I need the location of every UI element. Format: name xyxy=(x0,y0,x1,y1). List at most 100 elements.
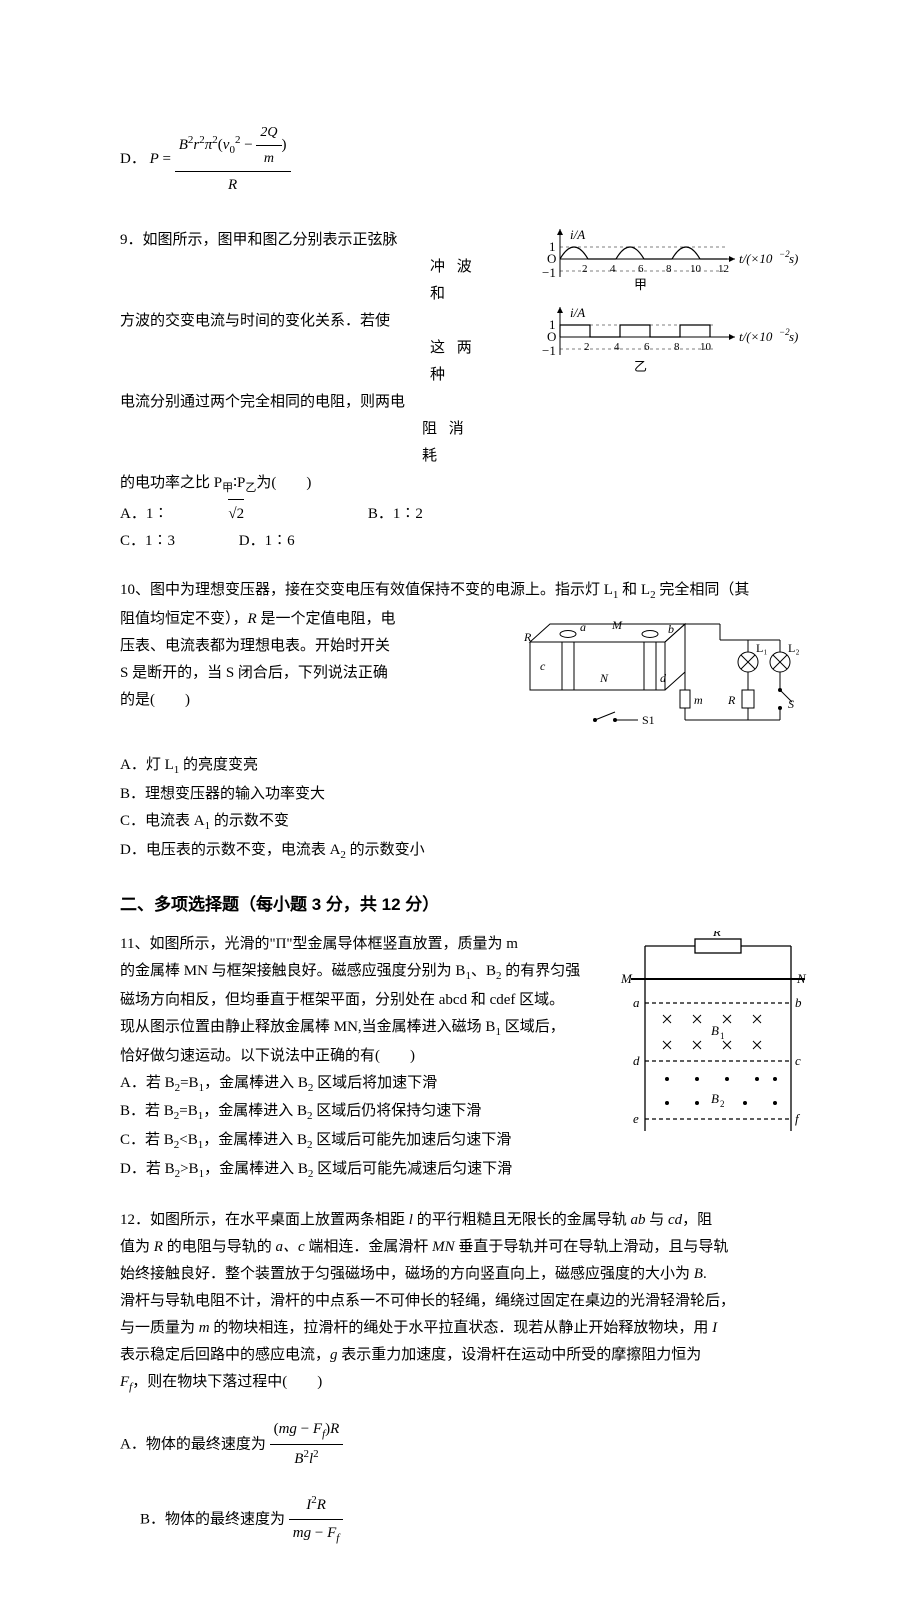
svg-text:10: 10 xyxy=(690,263,702,275)
svg-text:c: c xyxy=(795,1053,801,1068)
q12-line3: 始终接触良好．整个装置放于匀强磁场中，磁场的方向竖直向上，磁感应强度的大小为 B… xyxy=(120,1261,815,1288)
svg-text:f: f xyxy=(795,1111,801,1126)
q10-line2: 阻值均恒定不变），R 是一个定值电阻，电 xyxy=(120,606,490,633)
q10-opt-B: B．理想变压器的输入功率变大 xyxy=(120,781,815,808)
svg-text:−1: −1 xyxy=(542,343,556,358)
svg-text:1: 1 xyxy=(720,1031,725,1041)
svg-text:L₁: L₁ xyxy=(756,641,768,655)
q11-opt-C: C．若 B2<B1，金属棒进入 B2 区域后可能先加速后匀速下滑 xyxy=(120,1127,590,1156)
svg-text:s): s) xyxy=(789,329,798,344)
q10-line5: 的是( ) xyxy=(120,687,490,714)
question-11: R M N a b xyxy=(120,931,815,1185)
svg-text:甲: 甲 xyxy=(634,277,647,292)
svg-text:8: 8 xyxy=(666,263,672,275)
q9-opt-A: A．1∶√2 xyxy=(120,499,304,528)
svg-text:e: e xyxy=(633,1111,639,1126)
q11-opt-B: B．若 B2=B1，金属棒进入 B2 区域后仍将保持匀速下滑 xyxy=(120,1098,590,1127)
svg-text:d: d xyxy=(660,671,667,685)
q9-right-b: 这 两 种 xyxy=(430,335,480,389)
svg-text:4: 4 xyxy=(614,341,620,353)
q9-options-row2: C．1∶3 D．1∶6 xyxy=(120,528,815,555)
svg-text:12: 12 xyxy=(718,263,729,275)
q9-graph: i/A O 1 −1 2 4 6 8 xyxy=(525,227,815,392)
svg-text:M: M xyxy=(620,971,633,986)
svg-text:a: a xyxy=(633,995,640,1010)
svg-text:a: a xyxy=(580,620,586,634)
question-12: 12．如图所示，在水平桌面上放置两条相距 l 的平行粗糙且无限长的金属导轨 ab… xyxy=(120,1207,815,1549)
q9-line3: 电流分别通过两个完全相同的电阻，则两电 xyxy=(120,394,405,410)
svg-text:6: 6 xyxy=(644,341,650,353)
q12-line7: Ff，则在物块下落过程中( ) xyxy=(120,1369,815,1398)
q12-line6: 表示稳定后回路中的感应电流，g 表示重力加速度，设滑杆在运动中所受的摩擦阻力恒为 xyxy=(120,1342,815,1369)
svg-text:N: N xyxy=(796,971,807,986)
q12-opt-B: B．物体的最终速度为 I2R mg − Ff xyxy=(140,1491,815,1549)
q12-line5: 与一质量为 m 的物块相连，拉滑杆的绳处于水平拉直状态．现若从静止开始释放物块，… xyxy=(120,1315,815,1342)
axis-label-iA-top: i/A xyxy=(570,227,585,242)
formula-D: P = B2r2π2(v02 − 2Q m ) R xyxy=(150,120,291,199)
q11-opt-A: A．若 B2=B1，金属棒进入 B2 区域后将加速下滑 xyxy=(120,1070,590,1099)
svg-text:b: b xyxy=(795,995,802,1010)
q12-line1: 12．如图所示，在水平桌面上放置两条相距 l 的平行粗糙且无限长的金属导轨 ab… xyxy=(120,1207,815,1234)
question-9: i/A O 1 −1 2 4 6 8 xyxy=(120,227,815,555)
q8-option-D: D． P = B2r2π2(v02 − 2Q m ) R xyxy=(120,120,815,199)
q9-line2: 方波的交变电流与时间的变化关系．若使 xyxy=(120,313,390,329)
svg-text:B: B xyxy=(711,1091,719,1106)
svg-text:c: c xyxy=(540,659,546,673)
svg-text:S1: S1 xyxy=(642,713,655,727)
svg-text:2: 2 xyxy=(584,341,590,353)
svg-text:M: M xyxy=(611,618,623,632)
q9-right-c: 阻 消 耗 xyxy=(422,416,472,470)
svg-text:i/A: i/A xyxy=(570,305,585,320)
q9-line1: 9．如图所示，图甲和图乙分别表示正弦脉 xyxy=(120,232,398,248)
svg-text:4: 4 xyxy=(610,263,616,275)
q10-opt-D: D．电压表的示数不变，电流表 A2 的示数变小 xyxy=(120,837,815,866)
q9-right-a: 冲 波 和 xyxy=(430,254,480,308)
svg-text:t/(×10: t/(×10 xyxy=(739,329,773,344)
svg-text:N: N xyxy=(599,671,609,685)
svg-text:2: 2 xyxy=(720,1099,725,1109)
svg-text:10: 10 xyxy=(700,341,712,353)
q12-opt-A: A．物体的最终速度为 (mg − Ff)R B2l2 xyxy=(120,1416,815,1474)
q12-line2: 值为 R 的电阻与导轨的 a、c 端相连．金属滑杆 MN 垂直于导轨并可在导轨上… xyxy=(120,1234,815,1261)
section-2-header: 二、多项选择题（每小题 3 分，共 12 分） xyxy=(120,890,815,921)
q10-line3: 压表、电流表都为理想电表。开始时开关 xyxy=(120,633,490,660)
svg-text:6: 6 xyxy=(638,263,644,275)
q10-opt-C: C．电流表 A1 的示数不变 xyxy=(120,808,815,837)
q9-options-row1: A．1∶√2 B．1∶2 xyxy=(120,499,815,528)
q11-line3: 磁场方向相反，但均垂直于框架平面，分别处在 abcd 和 cdef 区域。 xyxy=(120,987,590,1014)
q10-opt-A: A．灯 L1 的亮度变亮 xyxy=(120,752,815,781)
q9-line4: 的电功率之比 P甲∶P乙为( ) xyxy=(120,470,815,499)
q9-opt-D: D．1∶6 xyxy=(239,528,295,555)
q9-opt-B: B．1∶2 xyxy=(368,501,423,528)
q11-opt-D: D．若 B2>B1，金属棒进入 B2 区域后可能先减速后匀速下滑 xyxy=(120,1156,590,1185)
q9-opt-C: C．1∶3 xyxy=(120,528,175,555)
q10-line4: S 是断开的，当 S 闭合后，下列说法正确 xyxy=(120,660,490,687)
svg-text:乙: 乙 xyxy=(634,359,647,374)
svg-text:8: 8 xyxy=(674,341,680,353)
svg-text:R: R xyxy=(727,693,736,707)
q10-circuit-diagram: a M b c N d R m xyxy=(520,612,815,752)
svg-text:R: R xyxy=(523,630,532,644)
q12-line4: 滑杆与导轨电阻不计，滑杆的中点系一不可伸长的轻绳，绳绕过固定在桌边的光滑轻滑轮后… xyxy=(120,1288,815,1315)
svg-text:−1: −1 xyxy=(542,265,556,280)
svg-text:d: d xyxy=(633,1053,640,1068)
svg-text:L₂: L₂ xyxy=(788,641,800,655)
q11-line4: 现从图示位置由静止释放金属棒 MN,当金属棒进入磁场 B1 区域后， xyxy=(120,1014,590,1043)
svg-text:t/(×10: t/(×10 xyxy=(739,251,773,266)
svg-text:R: R xyxy=(712,931,721,939)
svg-text:b: b xyxy=(668,622,674,636)
q11-line1: 11、如图所示，光滑的"Π"型金属导体框竖直放置，质量为 m xyxy=(120,931,590,958)
svg-text:1: 1 xyxy=(549,317,556,332)
svg-text:s): s) xyxy=(789,251,798,266)
question-10: 10、图中为理想变压器，接在交变电压有效值保持不变的电源上。指示灯 L1 和 L… xyxy=(120,577,815,865)
option-D-prefix: D． xyxy=(120,151,146,167)
q11-diagram: R M N a b xyxy=(615,931,815,1136)
svg-text:m: m xyxy=(694,693,703,707)
svg-text:2: 2 xyxy=(582,263,588,275)
q10-intro-line1: 10、图中为理想变压器，接在交变电压有效值保持不变的电源上。指示灯 L1 和 L… xyxy=(120,577,815,606)
svg-text:S: S xyxy=(788,697,794,711)
q11-line2: 的金属棒 MN 与框架接触良好。磁感应强度分别为 B1、B2 的有界匀强 xyxy=(120,958,590,987)
svg-text:B: B xyxy=(711,1023,719,1038)
svg-text:1: 1 xyxy=(549,239,556,254)
q11-line5: 恰好做匀速运动。以下说法中正确的有( ) xyxy=(120,1043,590,1070)
